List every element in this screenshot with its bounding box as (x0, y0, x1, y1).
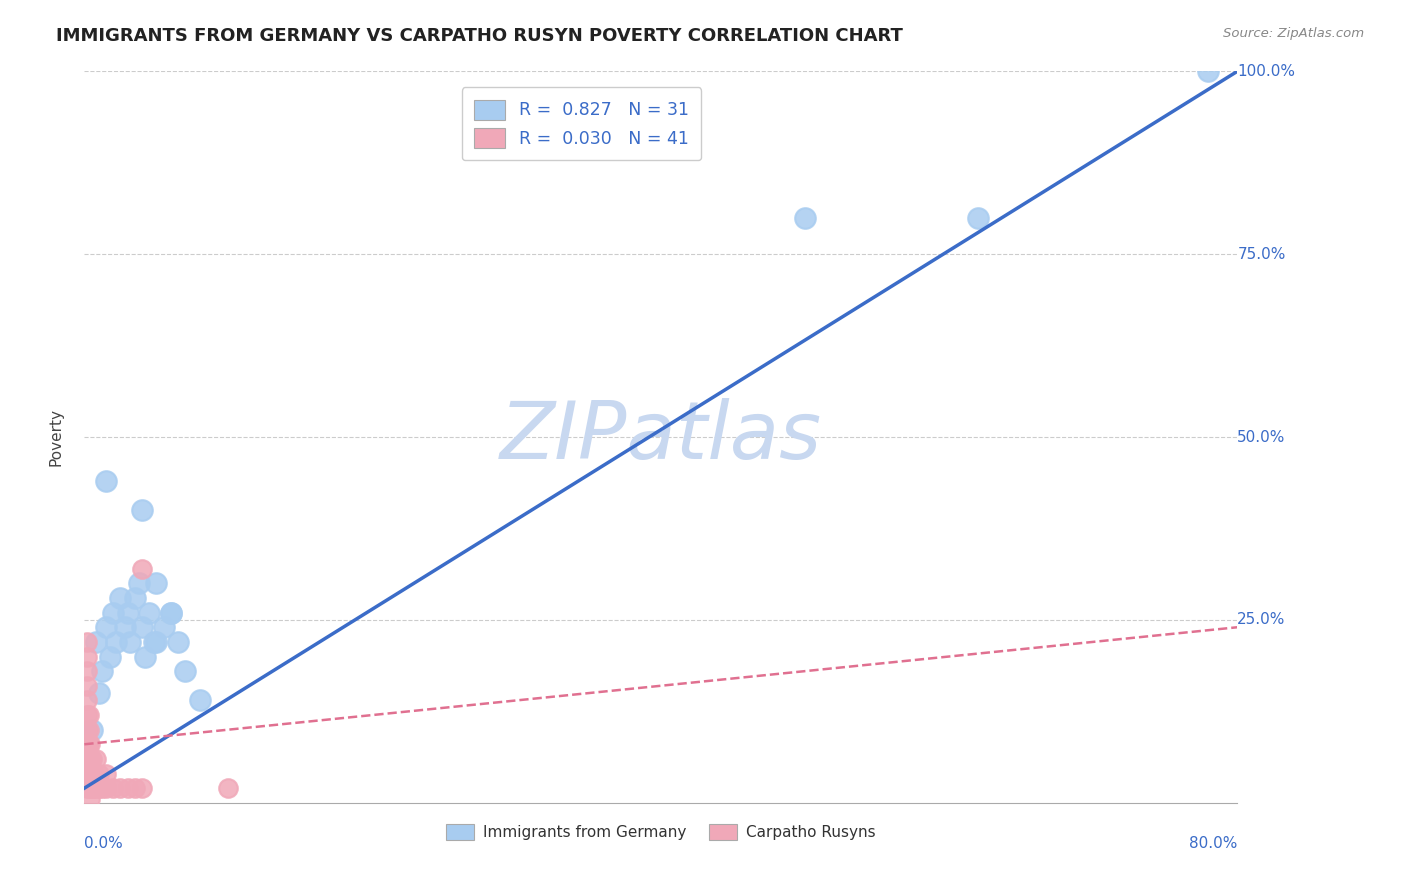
Text: Source: ZipAtlas.com: Source: ZipAtlas.com (1223, 27, 1364, 40)
Point (84, 752, 107, 766)
Text: 100.0%: 100.0% (1237, 64, 1295, 78)
Point (76, 781, 98, 796)
Point (188, 693, 211, 707)
Text: 75.0%: 75.0% (1237, 247, 1285, 261)
Point (160, 606, 183, 620)
Y-axis label: Poverty: Poverty (49, 408, 63, 467)
Point (110, 591, 132, 605)
Point (76, 766, 98, 780)
Point (120, 635, 142, 649)
Text: 25.0%: 25.0% (1237, 613, 1285, 627)
Point (77, 766, 100, 780)
Point (152, 620, 174, 634)
Point (128, 576, 150, 591)
Point (103, 781, 124, 796)
Legend: Immigrants from Germany, Carpatho Rusyns: Immigrants from Germany, Carpatho Rusyns (440, 818, 882, 847)
Point (84, 635, 107, 649)
Point (131, 781, 153, 796)
Point (76, 679, 98, 693)
Point (77, 752, 100, 766)
Point (94, 620, 117, 634)
Point (79, 766, 101, 780)
Point (124, 591, 146, 605)
Point (138, 606, 160, 620)
Point (83, 766, 105, 780)
Point (131, 503, 153, 517)
Point (218, 781, 240, 796)
Point (76, 635, 98, 649)
Point (76, 723, 98, 737)
Point (80, 752, 103, 766)
Text: 0.0%: 0.0% (84, 836, 124, 851)
Point (94, 766, 117, 780)
Point (77, 737, 100, 751)
Point (76, 693, 98, 707)
Point (134, 649, 156, 664)
Point (174, 664, 197, 678)
Point (77, 781, 100, 796)
Point (82, 781, 104, 796)
Point (87, 781, 110, 796)
Point (79, 792, 101, 806)
Point (76, 708, 98, 723)
Point (167, 635, 190, 649)
Point (105, 635, 128, 649)
Point (98, 649, 121, 664)
Point (110, 781, 132, 796)
Point (131, 620, 153, 634)
Point (80, 781, 103, 796)
Point (76, 664, 98, 678)
Point (794, 211, 817, 225)
Point (77, 723, 100, 737)
Point (1198, 64, 1220, 78)
Point (87, 686, 110, 700)
Text: IMMIGRANTS FROM GERMANY VS CARPATHO RUSYN POVERTY CORRELATION CHART: IMMIGRANTS FROM GERMANY VS CARPATHO RUSY… (56, 27, 903, 45)
Point (87, 766, 110, 780)
Point (79, 737, 101, 751)
Point (967, 211, 990, 225)
Point (76, 649, 98, 664)
Point (117, 781, 139, 796)
Point (160, 606, 183, 620)
Point (76, 752, 98, 766)
Point (142, 635, 165, 649)
Point (103, 606, 124, 620)
Point (114, 620, 136, 634)
Point (79, 752, 101, 766)
Point (90, 664, 112, 678)
Text: 50.0%: 50.0% (1237, 430, 1285, 444)
Point (90, 781, 112, 796)
Point (117, 606, 139, 620)
Point (124, 781, 146, 796)
Point (80, 766, 103, 780)
Point (145, 635, 167, 649)
Point (94, 474, 117, 488)
Point (80, 723, 103, 737)
Point (145, 576, 167, 591)
Point (94, 781, 117, 796)
Point (76, 737, 98, 751)
Point (131, 562, 153, 576)
Point (84, 781, 107, 796)
Point (82, 766, 104, 780)
Point (77, 708, 100, 723)
Text: 80.0%: 80.0% (1189, 836, 1237, 851)
Text: ZIPatlas: ZIPatlas (499, 398, 823, 476)
